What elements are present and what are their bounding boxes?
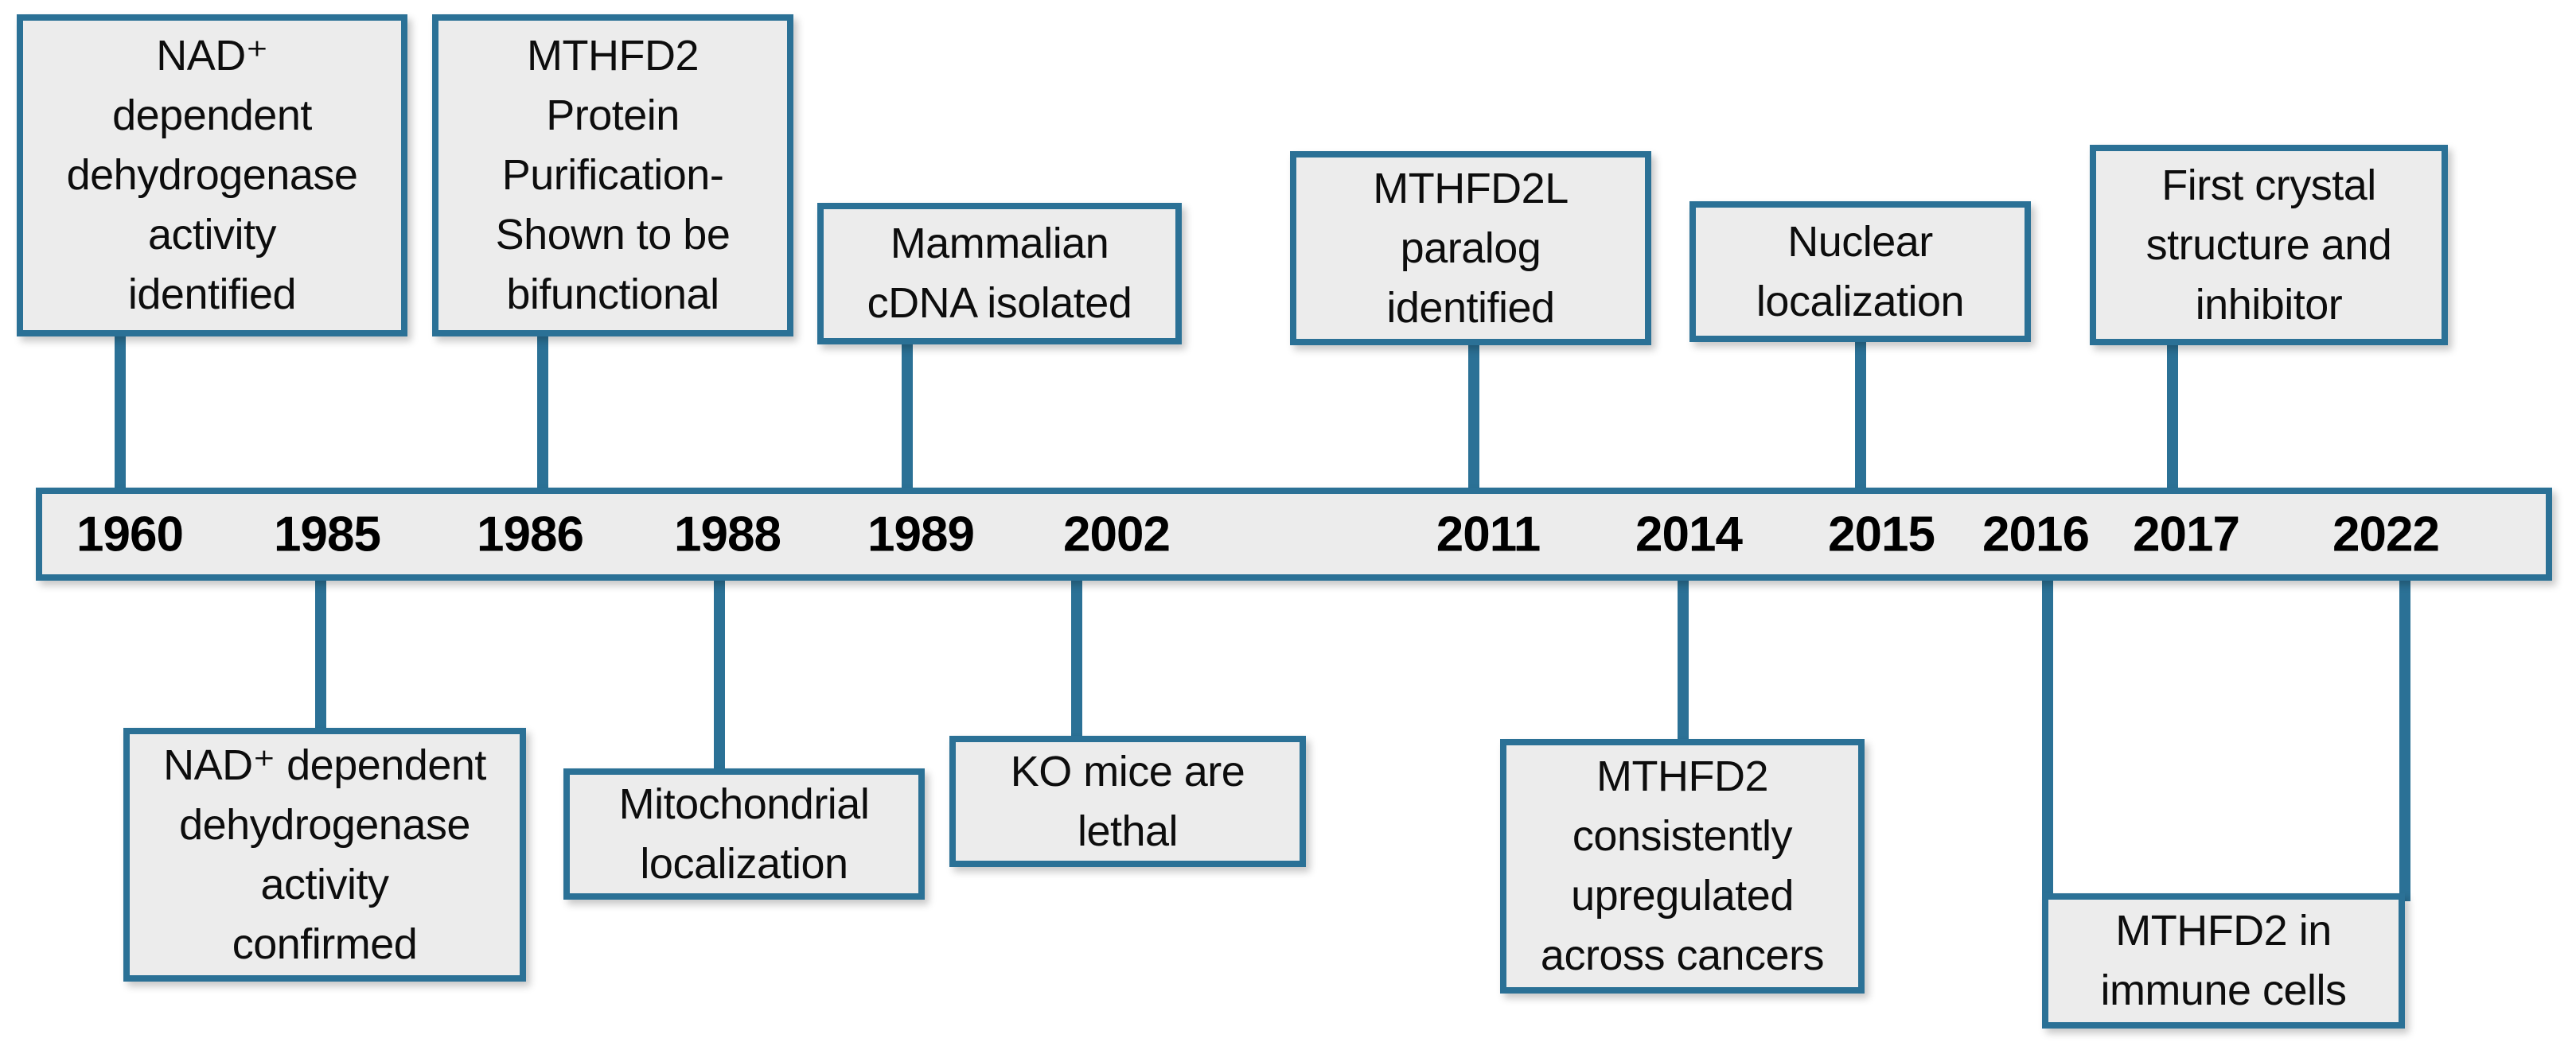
- year-label-1960: 1960: [76, 507, 184, 562]
- connector-2016: [2042, 575, 2053, 901]
- year-label-1988: 1988: [674, 507, 781, 562]
- year-label-2011: 2011: [1436, 507, 1541, 562]
- event-box-2002-ko-mice-lethal: KO mice are lethal: [949, 736, 1306, 867]
- event-box-1986-protein-purification: MTHFD2 Protein Purification- Shown to be…: [432, 14, 793, 336]
- event-box-1960-nad-activity-identified: NAD⁺ dependent dehydrogenase activity id…: [17, 14, 407, 336]
- connector-2014: [1678, 575, 1689, 745]
- event-text: First crystal structure and inhibitor: [2145, 161, 2392, 329]
- event-box-1989-cdna-isolated: Mammalian cDNA isolated: [817, 203, 1182, 344]
- connector-2002: [1071, 575, 1082, 742]
- event-text: KO mice are lethal: [1010, 747, 1245, 855]
- event-box-1988-mitochondrial-localization: Mitochondrial localization: [563, 768, 925, 900]
- connector-2015: [1855, 337, 1866, 493]
- year-label-2002: 2002: [1063, 507, 1171, 562]
- event-box-2015-nuclear-localization: Nuclear localization: [1689, 201, 2031, 342]
- connector-1989: [902, 339, 913, 493]
- year-label-2015: 2015: [1828, 507, 1935, 562]
- event-text: MTHFD2 consistently upregulated across c…: [1540, 752, 1825, 979]
- year-label-1985: 1985: [274, 507, 381, 562]
- timeline-bar: 1960 1985 1986 1988 1989 2002 2011 2014 …: [36, 488, 2552, 581]
- connector-1986: [537, 331, 548, 493]
- connector-1988: [714, 575, 725, 774]
- event-text: MTHFD2L paralog identified: [1373, 164, 1569, 332]
- year-label-2022: 2022: [2332, 507, 2440, 562]
- event-box-2014-upregulated-cancers: MTHFD2 consistently upregulated across c…: [1500, 739, 1865, 994]
- event-text: Mammalian cDNA isolated: [867, 220, 1132, 327]
- event-box-2011-paralog-identified: MTHFD2L paralog identified: [1290, 151, 1651, 345]
- connector-2022: [2399, 575, 2410, 901]
- event-box-1985-nad-activity-confirmed: NAD⁺ dependent dehydrogenase activity co…: [123, 728, 526, 982]
- event-text: NAD⁺ dependent dehydrogenase activity co…: [163, 741, 486, 968]
- connector-2011: [1468, 339, 1479, 493]
- year-label-2017: 2017: [2133, 507, 2240, 562]
- event-text: MTHFD2 Protein Purification- Shown to be…: [495, 32, 731, 318]
- event-text: Mitochondrial localization: [618, 780, 870, 888]
- year-label-1986: 1986: [477, 507, 584, 562]
- connector-1985: [315, 575, 326, 734]
- event-text: Nuclear localization: [1756, 217, 1965, 325]
- year-label-2014: 2014: [1635, 507, 1743, 562]
- event-text: NAD⁺ dependent dehydrogenase activity id…: [66, 32, 358, 318]
- year-label-1989: 1989: [867, 507, 975, 562]
- connector-1960: [115, 331, 126, 493]
- event-box-2016-2022-immune-cells: MTHFD2 in immune cells: [2042, 893, 2405, 1029]
- year-label-2016: 2016: [1982, 507, 2090, 562]
- event-box-2017-crystal-structure: First crystal structure and inhibitor: [2090, 145, 2448, 345]
- event-text: MTHFD2 in immune cells: [2100, 907, 2347, 1014]
- connector-2017: [2167, 340, 2178, 493]
